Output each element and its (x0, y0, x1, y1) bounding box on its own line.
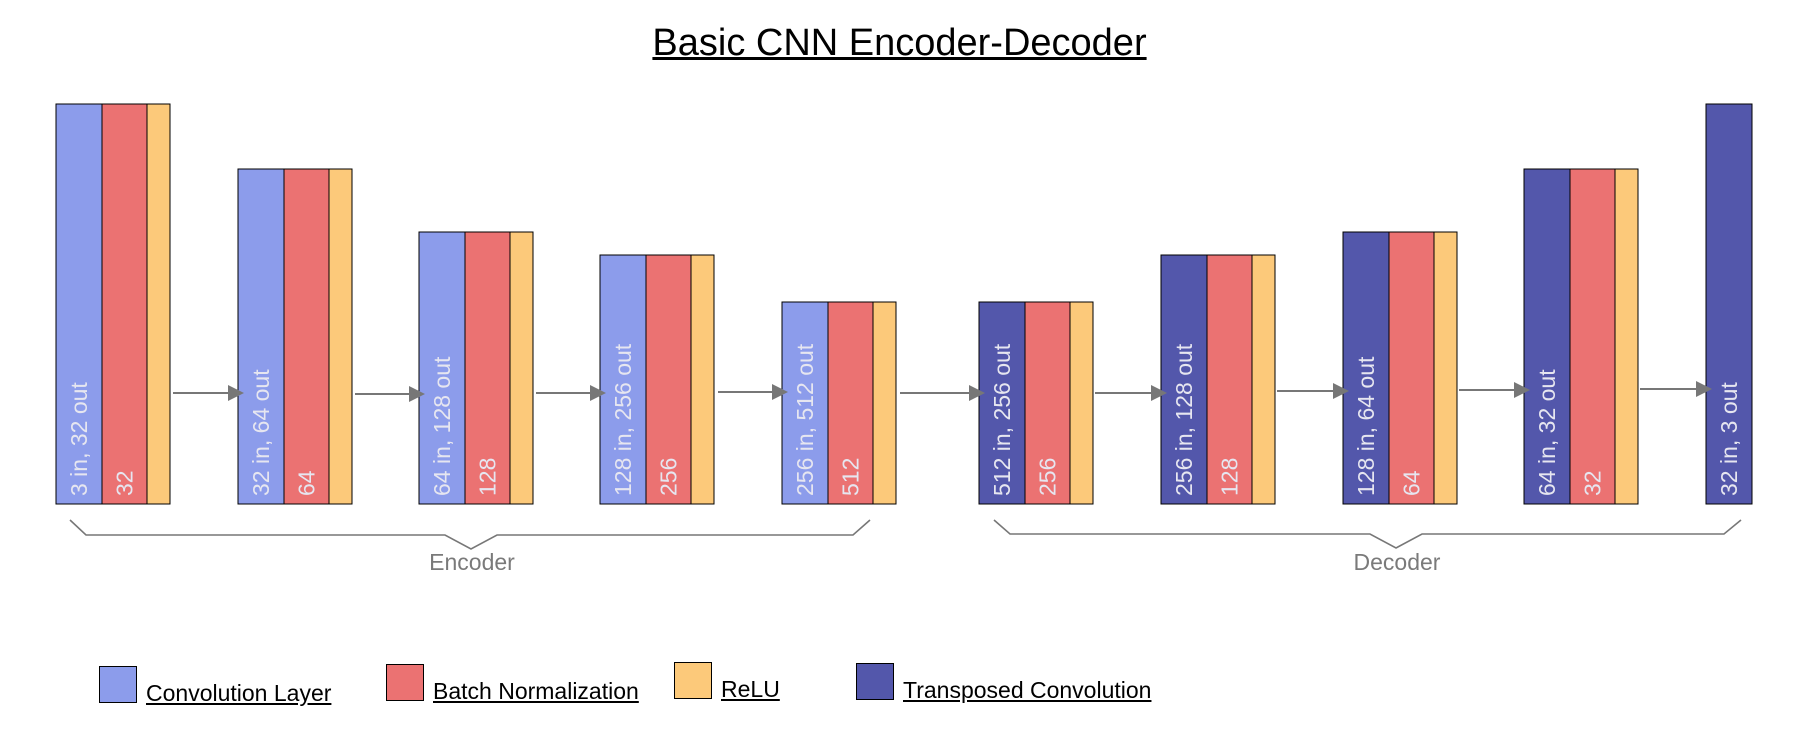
diagram-title: Basic CNN Encoder-Decoder (652, 22, 1147, 64)
encoder-block-4-conv-layer (599, 254, 647, 505)
encoder-block-5-main-label: 256 in, 512 out (792, 343, 818, 496)
decoder-block-3-transposed-conv-layer (1342, 231, 1390, 505)
decoder-block-5-main-label: 32 in, 3 out (1716, 382, 1742, 496)
decoder-brace (993, 519, 1742, 549)
encoder-block-4-bn-label: 256 (656, 458, 682, 496)
encoder-block-4-main-label: 128 in, 256 out (610, 343, 636, 496)
encoder-block-5-batchnorm-layer (827, 301, 874, 505)
legend-swatch-transposed (856, 663, 894, 700)
decoder-block-4-relu-layer (1614, 168, 1639, 505)
decoder-block-2-transposed-conv-layer (1160, 254, 1208, 505)
encoder-block-3-conv-layer (418, 231, 466, 505)
encoder-block-2-relu-layer (328, 168, 353, 505)
decoder-block-1-main-label: 512 in, 256 out (989, 343, 1015, 496)
legend-item-relu: ReLU (674, 662, 780, 702)
decoder-block-4-main-label: 64 in, 32 out (1534, 369, 1560, 496)
decoder-block-4-batchnorm-layer (1569, 168, 1616, 505)
decoder-block-2-bn-label: 128 (1217, 458, 1243, 496)
encoder-block-3-main-label: 64 in, 128 out (429, 356, 455, 496)
decoder-block-4-transposed-conv-layer (1523, 168, 1571, 505)
decoder-block-1-transposed-conv-layer (978, 301, 1026, 505)
legend-swatch-batchnorm (386, 664, 424, 701)
layers-group: 3 in, 32 out 32 32 in, 64 out 64 64 in, 128 … (55, 103, 1753, 505)
legend-label-batchnorm: Batch Normalization (433, 678, 639, 704)
encoder-block-1-bn-label: 32 (112, 470, 138, 496)
legend-label-transposed: Transposed Convolution (903, 677, 1152, 703)
encoder-block-5-relu-layer (872, 301, 897, 505)
encoder-block-5-conv-layer (781, 301, 829, 505)
encoder-block-2-main-label: 32 in, 64 out (248, 369, 274, 496)
decoder-block-2-batchnorm-layer (1206, 254, 1253, 505)
decoder-block-3-main-label: 128 in, 64 out (1353, 356, 1379, 496)
encoder-block-1-main-label: 3 in, 32 out (66, 382, 92, 496)
arrows-group (173, 381, 1712, 402)
encoder-block-5-bn-label: 512 (838, 458, 864, 496)
decoder-block-1-relu-layer (1069, 301, 1094, 505)
encoder-block-1-conv-layer (55, 103, 103, 505)
decoder-block-3-relu-layer (1433, 231, 1458, 505)
decoder-block-5-transposed-conv-layer (1705, 103, 1753, 505)
legend-label-convolution: Convolution Layer (146, 680, 332, 706)
decoder-block-2-relu-layer (1251, 254, 1276, 505)
legend-swatch-convolution (99, 666, 137, 703)
encoder-block-3-batchnorm-layer (464, 231, 511, 505)
decoder-block-4-bn-label: 32 (1580, 470, 1606, 496)
encoder-block-1-batchnorm-layer (101, 103, 148, 505)
legend-label-relu: ReLU (721, 676, 780, 702)
decoder-block-1-batchnorm-layer (1024, 301, 1071, 505)
encoder-block-2-bn-label: 64 (294, 470, 320, 496)
encoder-block-1-relu-layer (146, 103, 171, 505)
encoder-block-4-batchnorm-layer (645, 254, 692, 505)
decoder-block-2-main-label: 256 in, 128 out (1171, 343, 1197, 496)
encoder-block-3-relu-layer (509, 231, 534, 505)
decoder-block-1-bn-label: 256 (1035, 458, 1061, 496)
encoder-block-3-bn-label: 128 (475, 458, 501, 496)
encoder-brace (69, 519, 871, 550)
encoder-block-4-relu-layer (690, 254, 715, 505)
encoder-label: Encoder (429, 549, 515, 575)
legend-item-transposed: Transposed Convolution (856, 663, 1151, 703)
legend-item-batchnorm: Batch Normalization (386, 664, 639, 704)
legend-item-convolution: Convolution Layer (99, 666, 331, 706)
decoder-label: Decoder (1354, 549, 1441, 575)
legend-swatch-relu (674, 662, 712, 699)
decoder-block-3-batchnorm-layer (1388, 231, 1435, 505)
encoder-block-2-conv-layer (237, 168, 285, 505)
encoder-block-2-batchnorm-layer (283, 168, 330, 505)
decoder-block-3-bn-label: 64 (1399, 470, 1425, 496)
